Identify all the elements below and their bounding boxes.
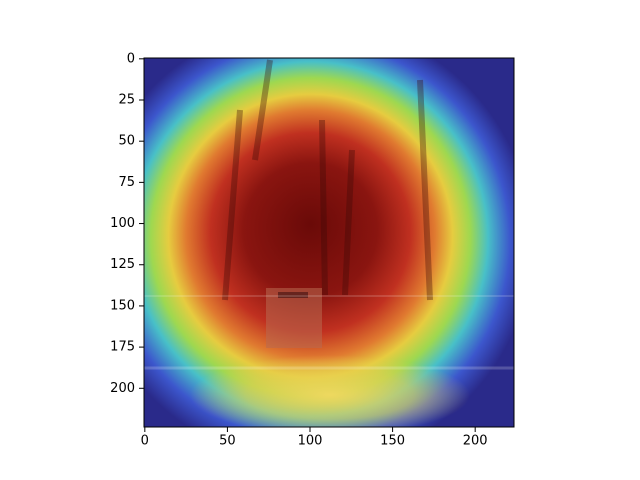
y-tick-label: 125	[110, 257, 135, 272]
x-tick-label: 150	[380, 434, 405, 449]
x-tick-label: 100	[298, 434, 323, 449]
y-tick-label: 0	[127, 51, 135, 66]
axes-frame	[143, 57, 515, 428]
x-tick-label: 200	[463, 434, 488, 449]
y-tick-label: 75	[118, 175, 135, 190]
x-tick-label: 0	[141, 434, 149, 449]
y-tick-label: 200	[110, 381, 135, 396]
y-tick-label: 100	[110, 216, 135, 231]
y-tick-label: 175	[110, 340, 135, 355]
x-tick-label: 50	[219, 434, 236, 449]
y-tick-label: 150	[110, 298, 135, 313]
y-tick-label: 25	[118, 93, 135, 108]
heatmap-image	[144, 58, 514, 427]
y-tick-label: 50	[118, 134, 135, 149]
